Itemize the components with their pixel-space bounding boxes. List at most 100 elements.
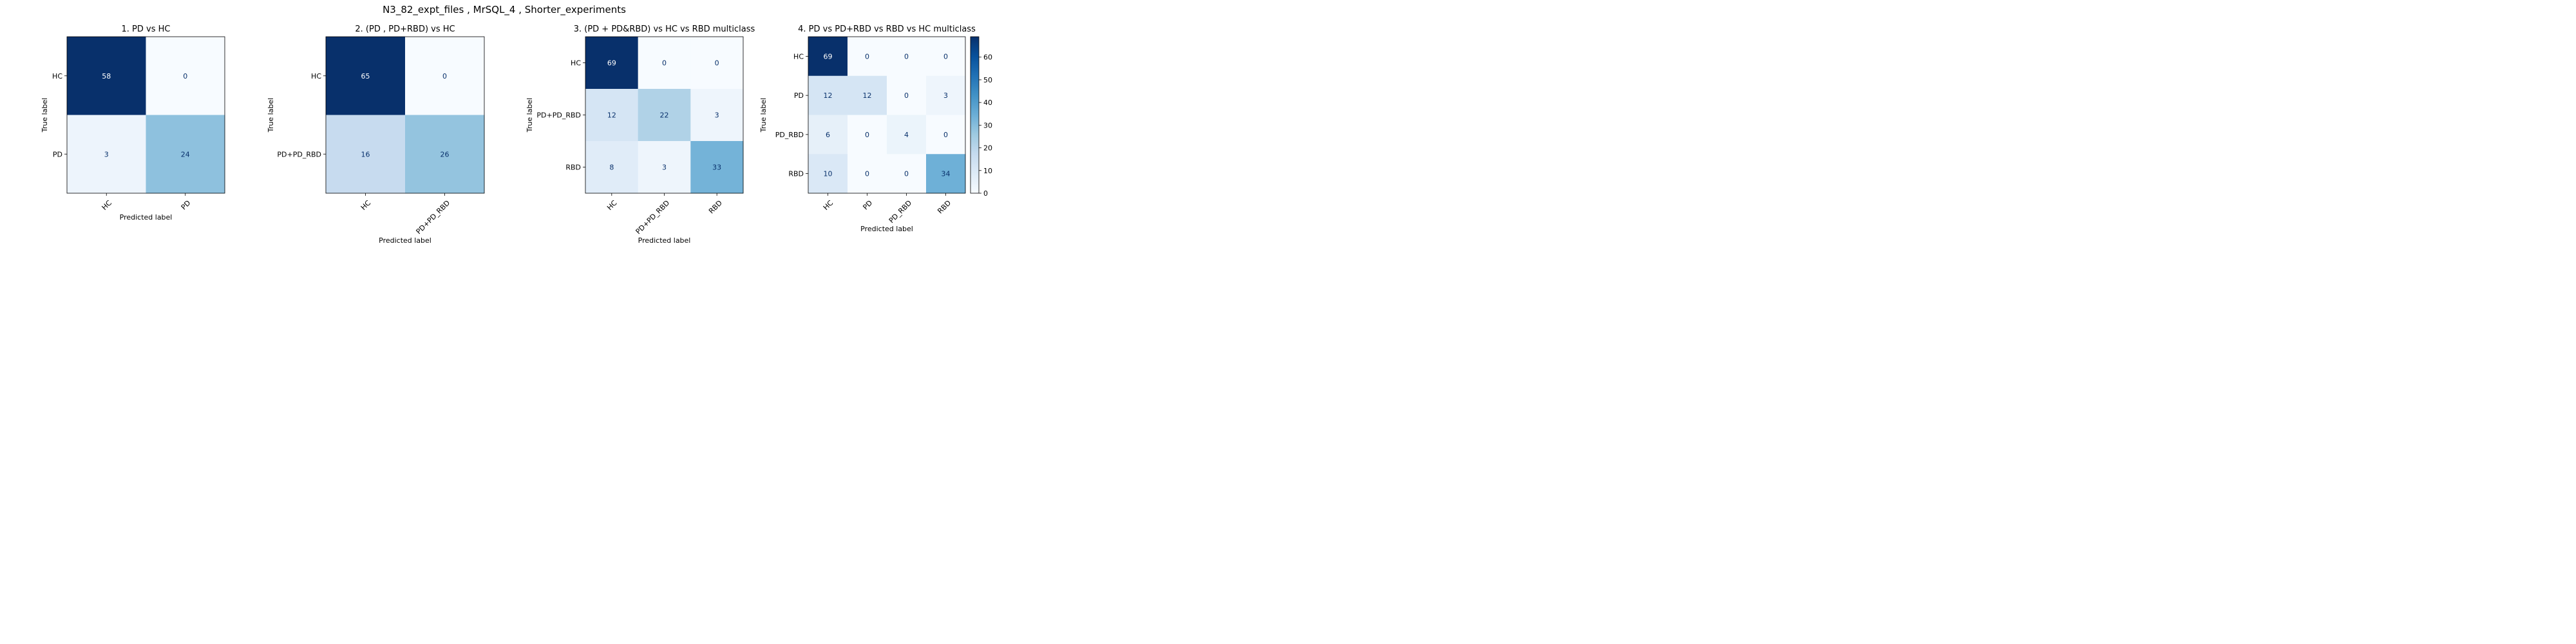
colorbar-tick-label: 60 bbox=[983, 53, 992, 62]
x-axis-label: Predicted label bbox=[860, 225, 913, 233]
y-axis-label: True label bbox=[526, 98, 534, 133]
confusion-matrix-2: 2. (PD , PD+RBD) vs HC 65 0 16 26 HC PD+PD_RBD… bbox=[267, 24, 485, 245]
cell-value-label: 0 bbox=[715, 59, 719, 68]
matrix-cell bbox=[690, 37, 744, 90]
cell-value-label: 0 bbox=[904, 91, 909, 100]
y-tick-label: PD_RBD bbox=[775, 131, 804, 139]
matrix-cell bbox=[146, 37, 225, 115]
cell-value-label: 65 bbox=[361, 72, 370, 80]
cell-value-label: 6 bbox=[826, 131, 830, 139]
cell-value-label: 24 bbox=[181, 150, 190, 158]
axes-frame bbox=[808, 36, 966, 194]
x-axis-label: Predicted label bbox=[379, 236, 431, 245]
y-tick-label: RBD bbox=[565, 164, 581, 172]
matrix-cell bbox=[405, 115, 485, 194]
panel-title: 4. PD vs PD+RBD vs RBD vs HC multiclass bbox=[798, 24, 976, 34]
matrix-cell bbox=[887, 154, 927, 194]
panel-title: 2. (PD , PD+RBD) vs HC bbox=[355, 24, 455, 34]
y-tick-label: HC bbox=[793, 52, 804, 61]
matrix-cell bbox=[848, 37, 887, 77]
confusion-matrix-4: 4. PD vs PD+RBD vs RBD vs HC multiclass 6… bbox=[759, 24, 992, 233]
cell-value-label: 0 bbox=[865, 170, 869, 178]
cell-value-label: 12 bbox=[607, 111, 616, 120]
cell-value-label: 0 bbox=[904, 170, 909, 178]
cell-value-label: 0 bbox=[183, 72, 187, 80]
cell-value-label: 0 bbox=[865, 131, 869, 139]
cell-value-label: 10 bbox=[824, 170, 833, 178]
cell-value-label: 69 bbox=[824, 52, 833, 61]
cell-value-label: 0 bbox=[442, 72, 447, 80]
panel-title: 1. PD vs HC bbox=[122, 24, 171, 34]
confusion-matrix-figure: N3_82_expt_files , MrSQL_4 , Shorter_exp… bbox=[0, 0, 997, 249]
matrix-cell bbox=[848, 115, 887, 155]
matrix-cell bbox=[926, 37, 966, 77]
cell-value-label: 3 bbox=[662, 164, 667, 172]
y-tick-label: PD bbox=[794, 91, 804, 100]
confusion-matrix-3: 3. (PD + PD&RBD) vs HC vs RBD multiclass… bbox=[526, 24, 755, 245]
matrix-cell bbox=[926, 154, 966, 194]
matrix-cell bbox=[585, 37, 639, 90]
matrix-cell bbox=[808, 75, 848, 115]
cell-value-label: 3 bbox=[943, 91, 948, 100]
cell-value-label: 22 bbox=[660, 111, 669, 120]
matrix-cell bbox=[808, 154, 848, 194]
x-axis-label: Predicted label bbox=[120, 213, 173, 222]
colorbar bbox=[970, 36, 980, 194]
colorbar-tick-label: 10 bbox=[983, 167, 992, 175]
matrix-cell bbox=[638, 89, 691, 142]
cell-value-label: 69 bbox=[607, 59, 616, 68]
matrix-cell bbox=[405, 37, 485, 115]
matrix-cell bbox=[926, 115, 966, 155]
matrix-cell bbox=[808, 115, 848, 155]
figure-suptitle: N3_82_expt_files , MrSQL_4 , Shorter_exp… bbox=[383, 4, 626, 16]
matrix-cell bbox=[926, 75, 966, 115]
y-tick-label: PD+PD_RBD bbox=[536, 111, 581, 120]
cell-value-label: 12 bbox=[863, 91, 872, 100]
cell-value-label: 3 bbox=[104, 150, 109, 158]
y-axis-label: True label bbox=[267, 98, 275, 133]
y-tick-label: HC bbox=[52, 72, 62, 80]
panel-title: 3. (PD + PD&RBD) vs HC vs RBD multiclass bbox=[574, 24, 755, 34]
y-axis-label: True label bbox=[41, 98, 49, 133]
matrix-cell bbox=[887, 75, 927, 115]
cell-value-label: 58 bbox=[102, 72, 111, 80]
x-axis-label: Predicted label bbox=[638, 236, 691, 245]
colorbar-tick-label: 0 bbox=[983, 189, 988, 198]
axes-frame bbox=[66, 36, 225, 194]
y-axis-label: True label bbox=[759, 98, 768, 133]
cell-value-label: 0 bbox=[662, 59, 667, 68]
cell-value-label: 0 bbox=[904, 52, 909, 61]
cell-value-label: 12 bbox=[824, 91, 833, 100]
panels: 1. PD vs HC 58 0 3 24 HC PD HC PD Predicted label… bbox=[41, 24, 992, 245]
matrix-cell bbox=[67, 37, 146, 115]
matrix-cell bbox=[848, 75, 887, 115]
colorbar-tick-label: 40 bbox=[983, 99, 992, 107]
cell-value-label: 26 bbox=[440, 150, 450, 158]
matrix-cell bbox=[808, 37, 848, 77]
cell-value-label: 0 bbox=[943, 131, 948, 139]
colorbar-tick-label: 30 bbox=[983, 121, 992, 129]
cell-value-label: 16 bbox=[361, 150, 370, 158]
y-tick-label: HC bbox=[311, 72, 321, 80]
cell-value-label: 33 bbox=[712, 164, 721, 172]
cell-value-label: 4 bbox=[904, 131, 909, 139]
y-tick-label: RBD bbox=[788, 170, 804, 178]
matrix-cell bbox=[690, 141, 744, 194]
matrix-cell bbox=[585, 89, 639, 142]
cell-value-label: 3 bbox=[715, 111, 719, 120]
cell-value-label: 0 bbox=[865, 52, 869, 61]
cell-value-label: 0 bbox=[943, 52, 948, 61]
colorbar-tick-label: 20 bbox=[983, 144, 992, 153]
matrix-cell bbox=[67, 115, 146, 194]
y-tick-label: HC bbox=[571, 59, 581, 68]
matrix-cell bbox=[326, 115, 406, 194]
axes-frame bbox=[325, 36, 485, 194]
matrix-cell bbox=[326, 37, 406, 115]
cell-value-label: 8 bbox=[609, 164, 614, 172]
matrix-cell bbox=[848, 154, 887, 194]
y-tick-label: PD+PD_RBD bbox=[277, 150, 321, 158]
cell-value-label: 34 bbox=[942, 170, 951, 178]
matrix-cell bbox=[638, 37, 691, 90]
matrix-cell bbox=[887, 115, 927, 155]
